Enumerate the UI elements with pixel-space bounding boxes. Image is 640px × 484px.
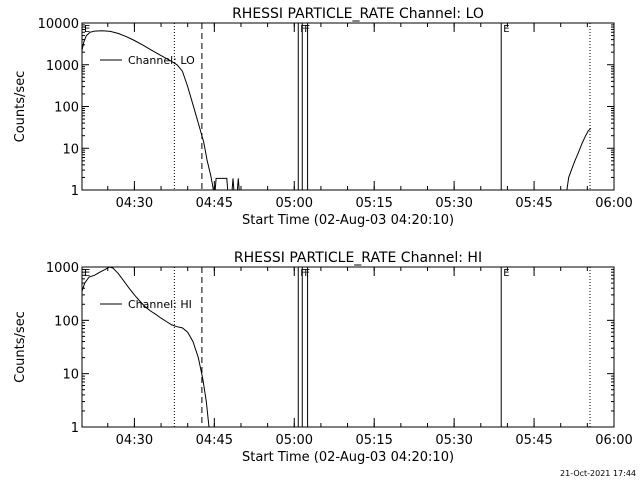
panel2-marker-label: E xyxy=(503,268,509,279)
panel2-x-tick-label: 04:30 xyxy=(116,433,153,448)
panel1-series-line-1-segment-4 xyxy=(236,178,240,191)
panel2-x-tick-label: 05:30 xyxy=(435,433,472,448)
panel1-series-line-1-segment-3 xyxy=(231,178,235,191)
panel2-x-axis-label: Start Time (02-Aug-03 04:20:10) xyxy=(242,450,454,465)
panel1-y-tick-label: 10000 xyxy=(38,17,79,32)
panel1-series-line-1-segment-5 xyxy=(566,127,592,191)
panel1-x-tick-label: 05:15 xyxy=(355,196,392,211)
panel2-x-tick-label: 05:15 xyxy=(355,433,392,448)
panel2-y-tick-label: 1000 xyxy=(46,261,79,276)
panel1-series-line-1-segment-2 xyxy=(214,177,229,191)
panel1-marker-label: E xyxy=(503,24,509,35)
panel1-x-axis-label: Start Time (02-Aug-03 04:20:10) xyxy=(242,213,454,228)
panel1-x-tick-label: 05:00 xyxy=(276,196,313,211)
panel2-x-tick-label: 05:00 xyxy=(276,433,313,448)
panel1-y-tick-label: 10 xyxy=(62,142,79,157)
panel2-title: RHESSI PARTICLE_RATE Channel: HI xyxy=(234,250,482,266)
panel1-x-tick-label: 05:45 xyxy=(515,196,552,211)
panel1-x-tick-label: 04:45 xyxy=(196,196,233,211)
panel1-marker-label: E xyxy=(84,24,90,35)
panel2-y-tick-label: 1 xyxy=(71,421,79,436)
panel1-series-line-1-segment-1 xyxy=(81,30,214,191)
panel1-title: RHESSI PARTICLE_RATE Channel: LO xyxy=(232,6,484,22)
panel1-x-tick-label: 05:30 xyxy=(435,196,472,211)
panel2-y-tick-label: 100 xyxy=(54,314,79,329)
panel1-y-tick-label: 1000 xyxy=(46,59,79,74)
panel2-marker-label: F xyxy=(300,268,306,279)
panel2-y-axis-label: Counts/sec xyxy=(13,311,28,383)
panel1-y-tick-label: 100 xyxy=(54,101,79,116)
panel1-x-tick-label: 04:30 xyxy=(116,196,153,211)
panel1-legend-label: Channel: LO xyxy=(128,54,195,67)
panel2-x-tick-label: 06:00 xyxy=(595,433,632,448)
panel2-series-line-1-segment-1 xyxy=(81,266,210,428)
panel1-marker-label: F xyxy=(300,24,306,35)
panel2-y-tick-label: 10 xyxy=(62,368,79,383)
panel2-marker-label: E xyxy=(84,268,90,279)
panel1-y-tick-label: 1 xyxy=(71,184,79,199)
panel2-x-tick-label: 04:45 xyxy=(196,433,233,448)
panel1-x-tick-label: 06:00 xyxy=(595,196,632,211)
footer-timestamp: 21-Oct-2021 17:44 xyxy=(560,469,636,478)
panel2-legend-label: Channel: HI xyxy=(128,298,192,311)
panel2-x-tick-label: 05:45 xyxy=(515,433,552,448)
panel1-y-axis-label: Counts/sec xyxy=(13,71,28,143)
